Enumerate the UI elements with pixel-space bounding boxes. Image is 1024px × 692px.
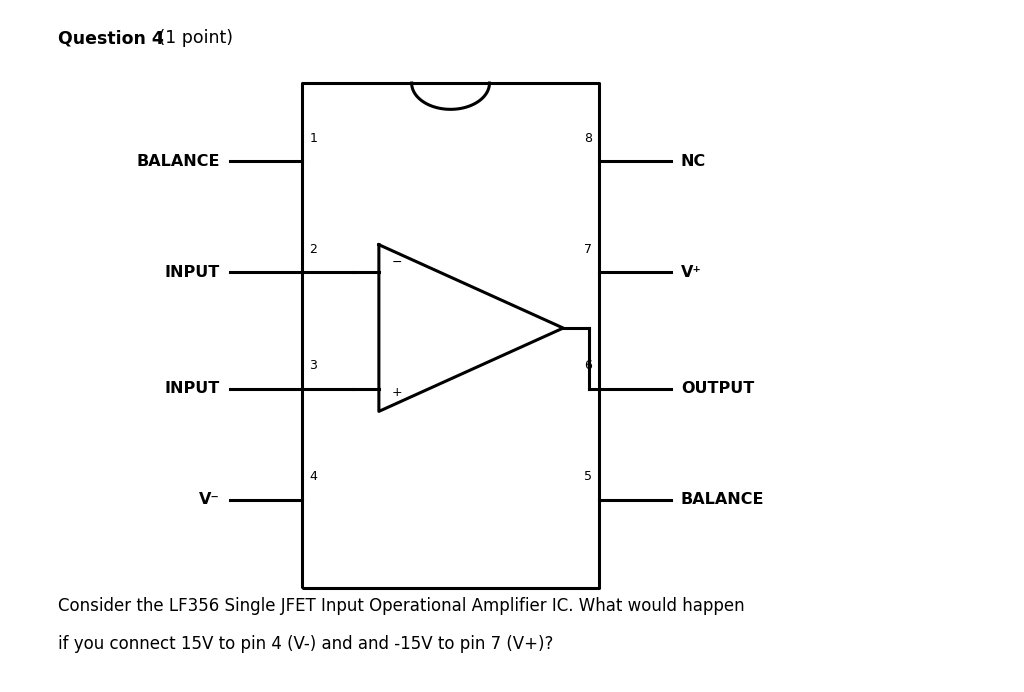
Text: INPUT: INPUT [165, 265, 220, 280]
Text: if you connect 15V to pin 4 (V-) and and -15V to pin 7 (V+)?: if you connect 15V to pin 4 (V-) and and… [58, 635, 554, 653]
Text: 3: 3 [309, 359, 317, 372]
Text: INPUT: INPUT [165, 381, 220, 396]
Text: 6: 6 [584, 359, 592, 372]
Text: 8: 8 [584, 131, 592, 145]
Text: Consider the LF356 Single JFET Input Operational Amplifier IC. What would happen: Consider the LF356 Single JFET Input Ope… [58, 597, 745, 614]
Text: +: + [392, 385, 402, 399]
Text: 4: 4 [309, 470, 317, 483]
Text: 2: 2 [309, 243, 317, 256]
Text: 7: 7 [584, 243, 592, 256]
Text: V⁻: V⁻ [200, 492, 220, 507]
Text: 1: 1 [309, 131, 317, 145]
Text: 5: 5 [584, 470, 592, 483]
Text: (1 point): (1 point) [153, 29, 232, 47]
Text: OUTPUT: OUTPUT [681, 381, 755, 396]
Text: V⁺: V⁺ [681, 265, 701, 280]
Text: BALANCE: BALANCE [681, 492, 765, 507]
Text: −: − [392, 255, 402, 268]
Text: NC: NC [681, 154, 707, 169]
Text: BALANCE: BALANCE [136, 154, 220, 169]
Text: Question 4: Question 4 [58, 29, 164, 47]
